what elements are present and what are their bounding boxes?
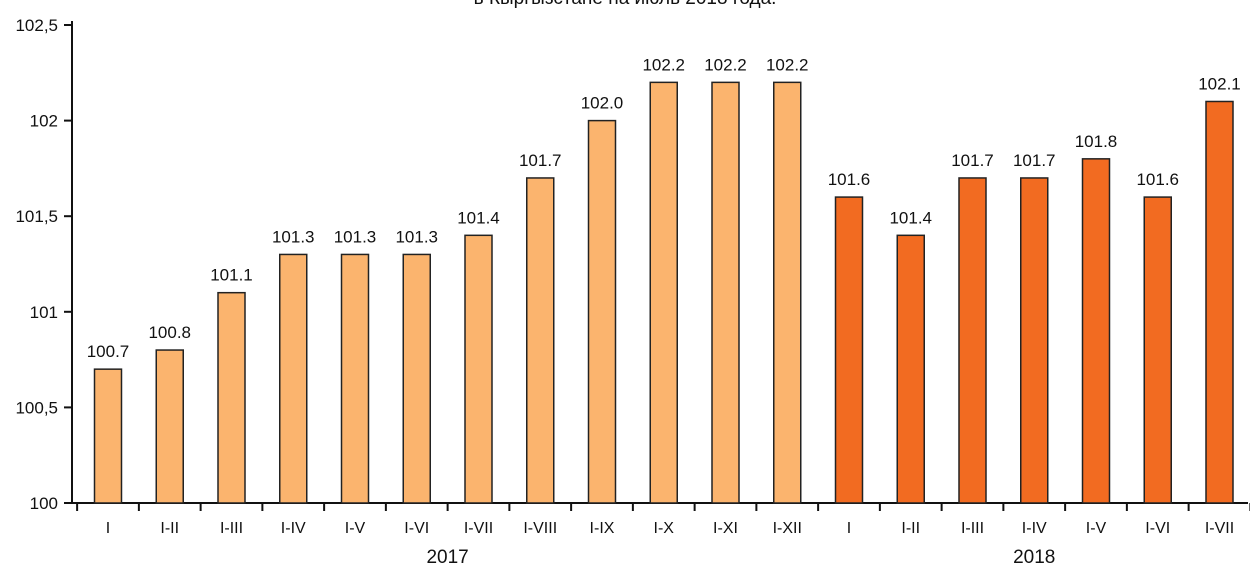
group-label: 2018 xyxy=(1013,547,1055,568)
bar xyxy=(155,349,184,504)
x-tick-label: I-X xyxy=(654,520,675,537)
bar-value-label: 100.7 xyxy=(87,342,130,361)
bar xyxy=(711,81,740,504)
x-tick-label: I-IV xyxy=(281,520,306,537)
y-tick-label: 100,5 xyxy=(15,398,58,417)
bar xyxy=(526,177,555,504)
bar xyxy=(834,196,864,504)
bar xyxy=(649,81,678,504)
bar xyxy=(1143,196,1172,504)
bar xyxy=(1020,177,1049,504)
bar-value-label: 102.2 xyxy=(704,55,747,74)
bar-value-label: 101.7 xyxy=(519,151,562,170)
bar xyxy=(464,234,493,504)
y-tick-label: 102 xyxy=(30,112,58,131)
x-tick-label: I-VIII xyxy=(523,520,557,537)
x-tick-label: I-VI xyxy=(1145,520,1170,537)
bar-value-label: 101.4 xyxy=(889,208,932,227)
x-tick-label: I-VI xyxy=(404,520,429,537)
bar xyxy=(217,291,246,504)
x-tick-label: I-IV xyxy=(1022,520,1047,537)
bar-value-label: 102.2 xyxy=(642,55,685,74)
y-tick-label: 102,5 xyxy=(15,16,58,35)
x-tick-label: I xyxy=(106,520,110,537)
bar xyxy=(958,177,987,504)
x-tick-label: I-V xyxy=(1086,520,1107,537)
bar-value-label: 102.2 xyxy=(766,55,809,74)
x-tick-label: I-II xyxy=(901,520,920,537)
bar xyxy=(1205,100,1234,504)
x-tick-label: I xyxy=(847,520,851,537)
bar-value-label: 101.7 xyxy=(1013,151,1056,170)
bar xyxy=(93,368,123,504)
bar xyxy=(1081,158,1111,504)
bar-value-label: 102.0 xyxy=(581,94,624,113)
x-tick-label: I-III xyxy=(220,520,243,537)
group-label: 2017 xyxy=(426,547,468,568)
bar-value-label: 101.6 xyxy=(1136,170,1179,189)
x-tick-label: I-XII xyxy=(773,520,802,537)
x-tick-label: I-VII xyxy=(1205,520,1234,537)
x-tick-label: I-III xyxy=(961,520,984,537)
bar-value-label: 101.4 xyxy=(457,208,500,227)
x-tick-label: I-II xyxy=(160,520,179,537)
bar-value-label: 102.1 xyxy=(1198,74,1241,93)
bar-value-label: 101.3 xyxy=(395,227,438,246)
bar-value-label: 101.8 xyxy=(1075,132,1118,151)
chart-title: в Кыргызстане на июль 2018 года. xyxy=(0,0,1250,10)
x-tick-label: I-XI xyxy=(713,520,738,537)
bar-value-label: 101.3 xyxy=(272,227,315,246)
bar-value-label: 101.6 xyxy=(828,170,871,189)
bar xyxy=(773,81,802,504)
bar xyxy=(402,253,431,504)
y-tick-label: 101 xyxy=(30,303,58,322)
x-tick-label: I-IX xyxy=(590,520,615,537)
bar xyxy=(587,119,617,504)
bar-value-label: 101.7 xyxy=(951,151,994,170)
bar xyxy=(896,234,925,504)
bar-value-label: 101.3 xyxy=(334,227,377,246)
y-tick-label: 101,5 xyxy=(15,207,58,226)
x-tick-label: I-VII xyxy=(464,520,493,537)
bar-value-label: 100.8 xyxy=(148,323,191,342)
x-tick-label: I-V xyxy=(345,520,366,537)
bar-value-label: 101.1 xyxy=(210,266,253,285)
bar xyxy=(340,253,370,504)
y-tick-label: 100 xyxy=(30,494,58,513)
bar xyxy=(279,253,308,504)
